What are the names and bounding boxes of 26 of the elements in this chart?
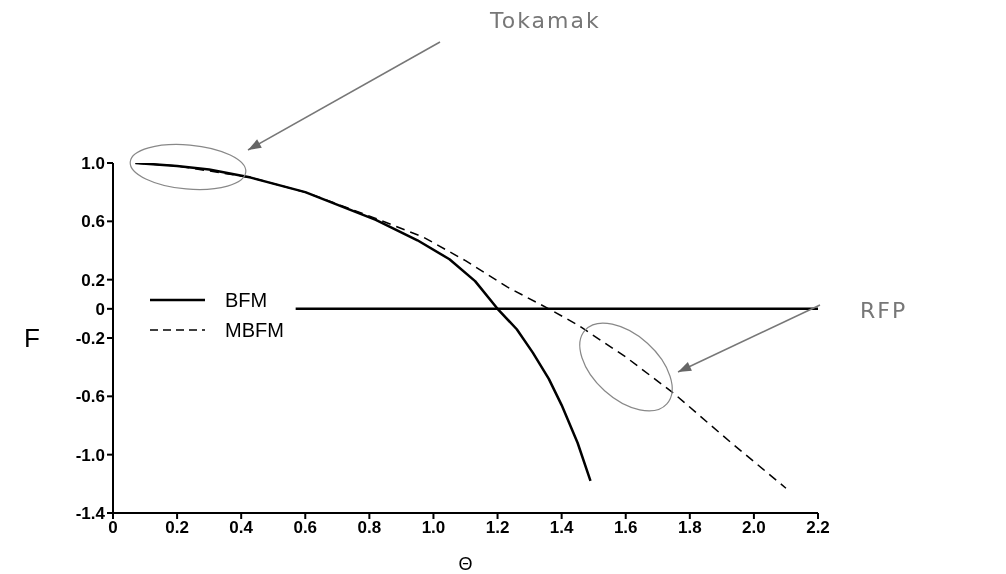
y-tick-label: 0.6 (81, 212, 105, 232)
y-axis-title: F (24, 323, 40, 354)
legend-label: MBFM (225, 319, 284, 341)
y-tick-label: -1.4 (75, 504, 106, 524)
x-axis-title: Θ (458, 554, 473, 574)
x-tick-label: 1.2 (485, 518, 510, 538)
text: RFP (860, 298, 908, 323)
x-tick-label: 1.6 (613, 518, 638, 538)
legend-label: BFM (225, 289, 268, 311)
y-tick-label: 0 (95, 299, 105, 319)
x-tick-label: 0.8 (357, 518, 382, 538)
y-tick-label: -0.6 (75, 387, 105, 407)
y-tick-label: -1.0 (75, 445, 105, 465)
x-tick-label: 0.6 (293, 518, 318, 538)
x-tick-label: 2.0 (742, 518, 766, 538)
x-tick-label: 0 (108, 518, 118, 538)
x-tick-label: 2.2 (806, 518, 830, 538)
x-tick-label: 1.8 (678, 518, 702, 538)
y-tick-label: 0.2 (81, 270, 105, 290)
text: Tokamak (489, 8, 601, 33)
x-tick-label: 1.0 (421, 518, 446, 538)
x-tick-label: 0.4 (229, 518, 254, 538)
y-tick-label: -0.2 (75, 329, 105, 349)
x-tick-label: 0.2 (165, 518, 189, 538)
y-tick-label: 1.0 (81, 154, 105, 174)
x-tick-label: 1.4 (549, 518, 574, 538)
